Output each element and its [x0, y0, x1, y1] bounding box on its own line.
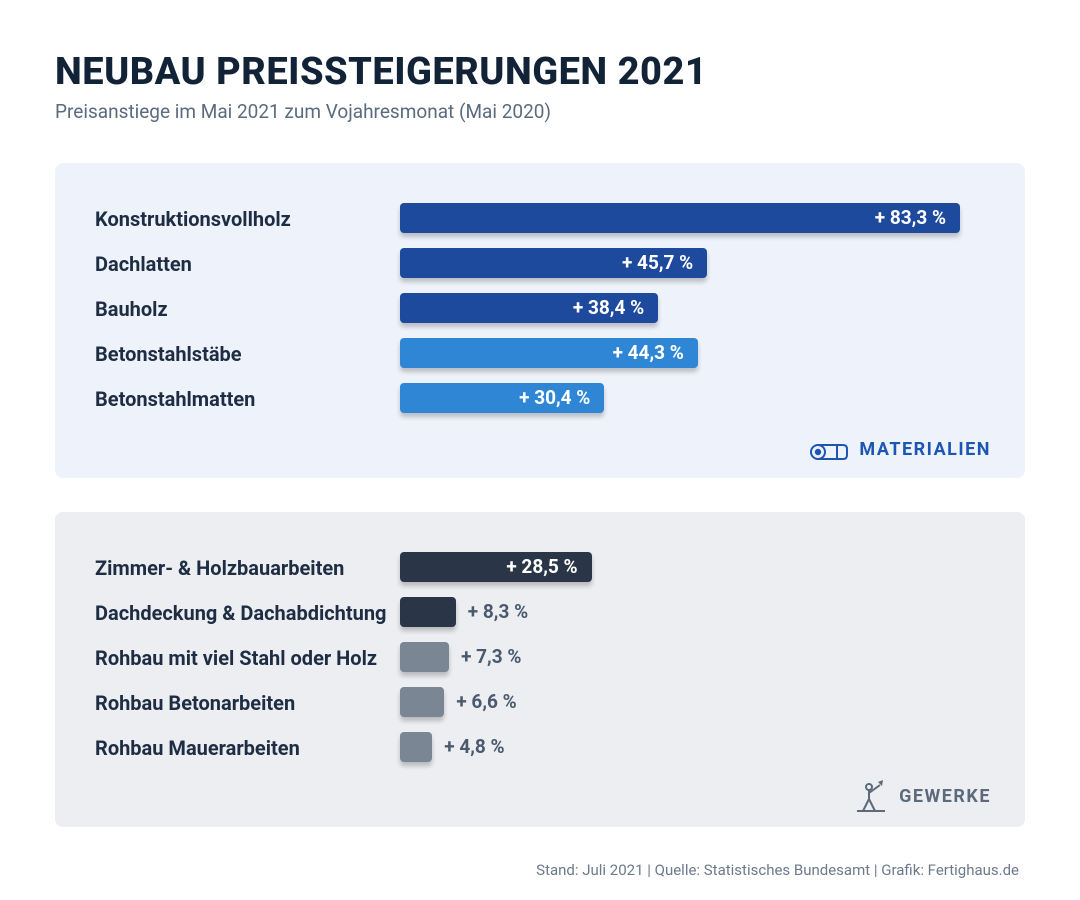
bar-value: + 45,7 % — [622, 248, 693, 278]
bar-track: + 6,6 % — [400, 687, 985, 719]
bar — [400, 687, 444, 717]
bar-label: Dachdeckung & Dachabdichtung — [95, 601, 400, 625]
bar-row: Dachdeckung & Dachabdichtung + 8,3 % — [95, 595, 985, 631]
bar-row: Zimmer- & Holzbauarbeiten + 28,5 % — [95, 550, 985, 586]
bar-value: + 8,3 % — [468, 597, 528, 627]
bar-row: Dachlatten + 45,7 % — [95, 246, 985, 282]
bar — [400, 732, 432, 762]
bar-track: + 4,8 % — [400, 732, 985, 764]
panel-tag-trades: GEWERKE — [853, 779, 991, 813]
bar-value: + 38,4 % — [573, 293, 644, 323]
bar-track: + 8,3 % — [400, 597, 985, 629]
chart-title: NEUBAU PREISSTEIGERUNGEN 2021 — [55, 50, 1025, 94]
bar-row: Konstruktionsvollholz + 83,3 % — [95, 201, 985, 237]
bar-row: Rohbau mit viel Stahl oder Holz + 7,3 % — [95, 640, 985, 676]
bar-track: + 44,3 % — [400, 338, 985, 370]
bar-label: Betonstahlmatten — [95, 387, 400, 411]
panel-materials: Konstruktionsvollholz + 83,3 % Dachlatten +… — [55, 163, 1025, 478]
bar-row: Betonstahlmatten + 30,4 % — [95, 381, 985, 417]
bar-row: Bauholz + 38,4 % — [95, 291, 985, 327]
bar-track: + 38,4 % — [400, 293, 985, 325]
bar: + 30,4 % — [400, 383, 604, 413]
bar-label: Betonstahlstäbe — [95, 342, 400, 366]
chart-subtitle: Preisanstiege im Mai 2021 zum Vojahresmo… — [55, 100, 1025, 123]
bar-row: Rohbau Betonarbeiten + 6,6 % — [95, 685, 985, 721]
bar-label: Zimmer- & Holzbauarbeiten — [95, 556, 400, 580]
bar: + 45,7 % — [400, 248, 707, 278]
bar-value: + 28,5 % — [506, 552, 577, 582]
bar-track: + 30,4 % — [400, 383, 985, 415]
bar-row: Betonstahlstäbe + 44,3 % — [95, 336, 985, 372]
bar-label: Rohbau Betonarbeiten — [95, 691, 400, 715]
bar-track: + 83,3 % — [400, 203, 985, 235]
bar — [400, 597, 456, 627]
bar-value: + 7,3 % — [461, 642, 521, 672]
bar-value: + 44,3 % — [613, 338, 684, 368]
bar-value: + 6,6 % — [456, 687, 516, 717]
bar: + 28,5 % — [400, 552, 592, 582]
bar-track: + 7,3 % — [400, 642, 985, 674]
bar-label: Dachlatten — [95, 252, 400, 276]
chart-footer: Stand: Juli 2021 | Quelle: Statistisches… — [55, 861, 1025, 879]
bar-value: + 30,4 % — [519, 383, 590, 413]
bar-label: Rohbau Mauerarbeiten — [95, 736, 400, 760]
bar-label: Bauholz — [95, 297, 400, 321]
panel-tag-label: MATERIALIEN — [859, 439, 991, 460]
bar-row: Rohbau Mauerarbeiten + 4,8 % — [95, 730, 985, 766]
bar-label: Rohbau mit viel Stahl oder Holz — [95, 646, 400, 670]
panel-tag-materials: MATERIALIEN — [809, 434, 991, 464]
bar-value: + 4,8 % — [444, 732, 504, 762]
worker-icon — [853, 779, 889, 813]
bar — [400, 642, 449, 672]
log-icon — [809, 434, 849, 464]
panel-trades: Zimmer- & Holzbauarbeiten + 28,5 % Dachdec… — [55, 512, 1025, 827]
bar-label: Konstruktionsvollholz — [95, 207, 400, 231]
bar-track: + 28,5 % — [400, 552, 985, 584]
panel-tag-label: GEWERKE — [899, 786, 991, 807]
bar: + 83,3 % — [400, 203, 960, 233]
bar: + 38,4 % — [400, 293, 658, 323]
bar: + 44,3 % — [400, 338, 698, 368]
bar-track: + 45,7 % — [400, 248, 985, 280]
bar-value: + 83,3 % — [875, 203, 946, 233]
